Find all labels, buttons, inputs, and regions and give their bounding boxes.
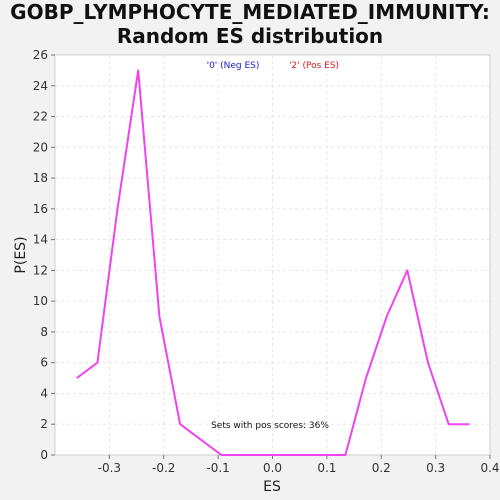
x-tick-label: 0.3 (426, 461, 445, 475)
x-tick-label: 0.2 (372, 461, 391, 475)
legend-item-pos: '2' (Pos ES) (289, 61, 339, 71)
y-tick-label: 18 (33, 171, 48, 185)
y-tick-label: 2 (40, 417, 48, 431)
y-tick-label: 16 (33, 202, 48, 216)
axes (51, 54, 491, 459)
legend-item-neg: '0' (Neg ES) (207, 61, 260, 71)
series-layer (76, 69, 470, 456)
x-tick-labels: -0.3 -0.2 -0.1 0.0 0.1 0.2 0.3 0.4 (98, 461, 500, 475)
y-tick-label: 22 (33, 110, 48, 124)
x-tick-label: 0.1 (317, 461, 336, 475)
y-tick-label: 24 (33, 79, 48, 93)
y-tick-label: 12 (33, 263, 48, 277)
y-tick-label: 8 (40, 325, 48, 339)
pos-score-annotation: Sets with pos scores: 36% (211, 421, 329, 431)
y-tick-label: 14 (33, 233, 48, 247)
x-tick-label: 0.4 (480, 461, 499, 475)
series-line (76, 69, 470, 456)
y-tick-label: 4 (40, 386, 48, 400)
chart-title-line2: Random ES distribution (117, 24, 383, 48)
y-tick-label: 0 (40, 448, 48, 462)
y-tick-label: 26 (33, 48, 48, 62)
x-tick-label: -0.2 (152, 461, 175, 475)
chart-title-line1: GOBP_LYMPHOCYTE_MEDIATED_IMMUNITY: (10, 0, 490, 24)
y-tick-label: 10 (33, 294, 48, 308)
x-tick-label: -0.3 (98, 461, 121, 475)
y-tick-label: 6 (40, 356, 48, 370)
x-tick-label: -0.1 (206, 461, 229, 475)
y-axis-label: P(ES) (13, 236, 29, 273)
x-tick-label: 0.0 (263, 461, 282, 475)
y-tick-label: 20 (33, 140, 48, 154)
x-axis-label: ES (263, 479, 281, 495)
